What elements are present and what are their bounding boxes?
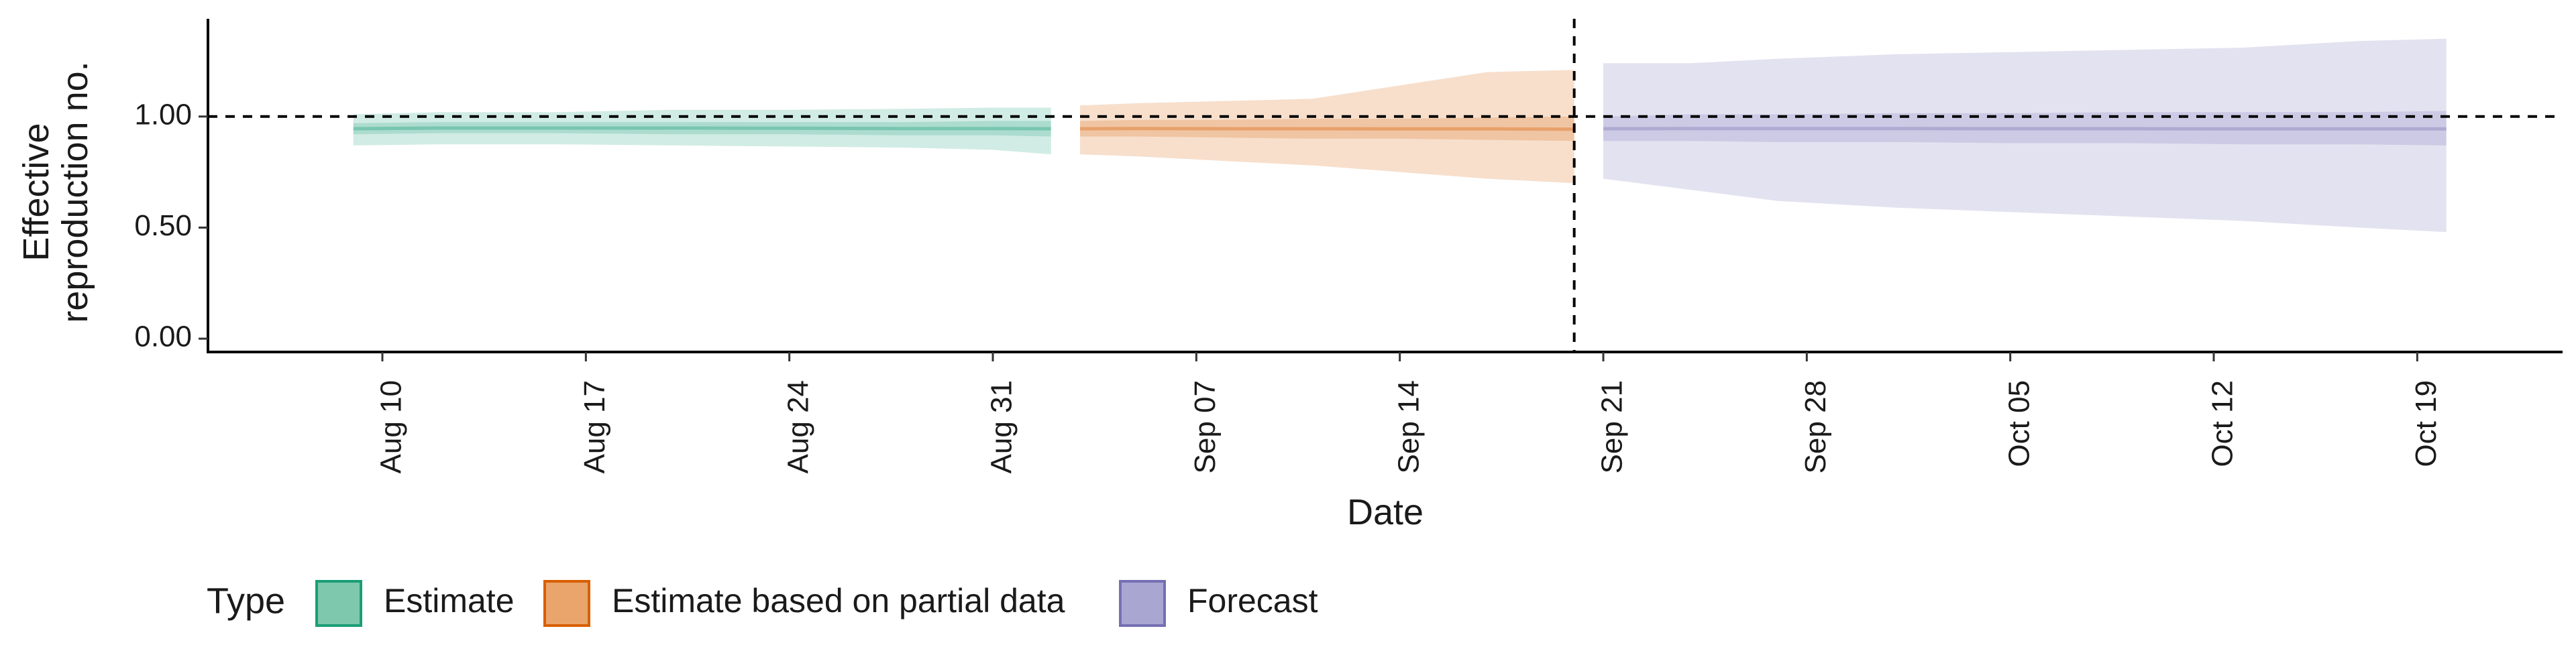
reference-line-layer <box>208 19 2563 352</box>
y-tick-label: 1.00 <box>134 98 192 131</box>
x-tick-label: Oct 05 <box>2002 380 2035 467</box>
legend-label-estimate: Estimate <box>384 582 515 620</box>
legend-item-estimate: Estimate <box>315 580 515 627</box>
x-tick-label: Aug 31 <box>985 380 1018 473</box>
x-tick-label: Sep 14 <box>1392 380 1425 473</box>
ribbon-layer <box>353 38 2447 233</box>
ribbon-50-estimate <box>353 121 1051 137</box>
ribbon-90-forecast <box>1603 38 2447 233</box>
x-axis-title: Date <box>1347 492 1424 532</box>
x-tick-label: Aug 24 <box>782 380 814 473</box>
series-estimate-based-on-partial-data <box>1079 70 1574 184</box>
x-tick-label: Oct 19 <box>2410 380 2443 467</box>
legend-label-estimate-based-on-partial-data: Estimate based on partial data <box>612 582 1065 620</box>
x-tick-label: Sep 21 <box>1596 380 1629 473</box>
legend-item-forecast: Forecast <box>1119 580 1318 627</box>
series-estimate <box>353 107 1051 155</box>
y-axis-title-line-1: Effective <box>16 123 56 261</box>
x-tick-label: Aug 10 <box>375 380 408 473</box>
ribbon-90-estimate <box>353 107 1051 155</box>
legend-key-estimate-based-on-partial-data <box>543 580 590 627</box>
median-line-estimate <box>353 126 1051 131</box>
ribbon-50-estimate-based-on-partial-data <box>1080 116 1574 141</box>
y-axis-title-line-2: reproduction no. <box>55 61 95 322</box>
legend-title: Type <box>207 581 285 621</box>
x-tick-label: Aug 17 <box>578 380 611 473</box>
ribbon-90-estimate-based-on-partial-data <box>1080 70 1574 184</box>
x-tick-label: Sep 07 <box>1189 380 1222 473</box>
y-tick-label: 0.00 <box>134 320 192 353</box>
y-tick-label: 0.50 <box>134 209 192 242</box>
legend: Type Estimate Estimate based on partial da… <box>207 580 1318 627</box>
legend-label-forecast: Forecast <box>1187 582 1318 620</box>
axes-layer: 0.00 0.50 1.00 Aug 10 Aug 17 Aug 24 Aug 31 Sep … <box>16 19 2563 532</box>
x-tick-label: Oct 12 <box>2206 380 2239 467</box>
legend-item-estimate-based-on-partial-data: Estimate based on partial data <box>543 580 1065 627</box>
legend-key-estimate <box>315 580 362 627</box>
legend-key-forecast <box>1119 580 1166 627</box>
ribbon-50-forecast <box>1603 111 2447 145</box>
series-forecast <box>1603 38 2447 233</box>
x-tick-label: Sep 28 <box>1799 380 1832 473</box>
